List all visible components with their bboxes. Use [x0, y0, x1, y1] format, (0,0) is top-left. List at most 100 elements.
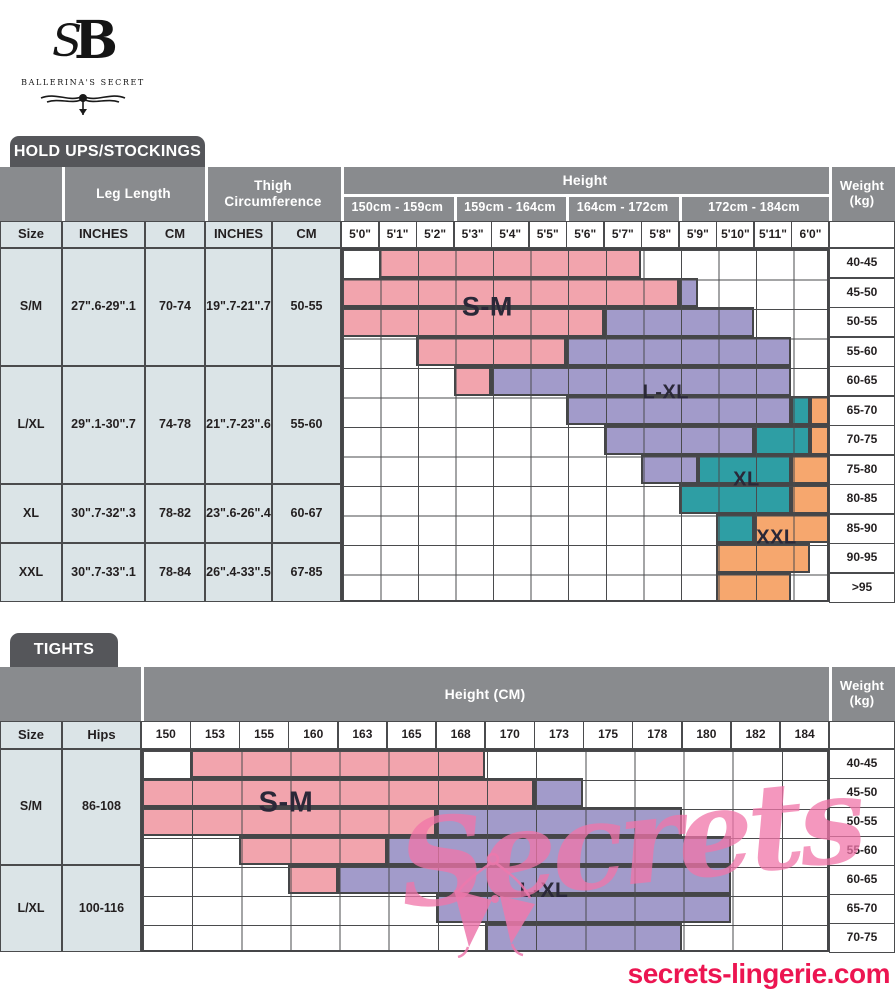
size-region-lxl	[678, 277, 698, 307]
header-divider	[678, 194, 682, 221]
column-header-cell: INCHES	[62, 221, 145, 248]
column-header-cell: CM	[272, 221, 341, 248]
size-row-cell: 29".1-30".7	[62, 366, 145, 484]
size-region-label: L-XL	[642, 381, 689, 404]
monogram-letter-b: B	[74, 10, 118, 71]
size-region-xxl	[810, 425, 829, 455]
size-region-sm	[378, 248, 642, 278]
size-region-label: XXL	[756, 526, 797, 549]
size-region-xxl	[791, 484, 829, 514]
size-row-cell: 26".4-33".5	[205, 543, 272, 602]
size-row-cell: 30".7-32".3	[62, 484, 145, 543]
size-row-cell: 27".6-29".1	[62, 248, 145, 366]
height-tick-cell: 6'0"	[791, 221, 830, 248]
size-region-lxl	[491, 366, 792, 396]
height-range-label: 150cm - 159cm	[351, 200, 444, 215]
size-row-cell: 30".7-33".1	[62, 543, 145, 602]
size-row-cell: 50-55	[272, 248, 341, 366]
weight-row-cell: 75-80	[829, 454, 895, 485]
height-tick-cell: 168	[435, 721, 486, 749]
height-tick-cell: 182	[730, 721, 781, 749]
header-divider	[453, 194, 457, 221]
size-region-xl	[791, 395, 811, 425]
column-header-cell: INCHES	[205, 221, 272, 248]
weight-header: Weight (kg)	[839, 178, 885, 208]
column-group-header: Leg Length	[96, 186, 171, 202]
weight-row-cell: 45-50	[829, 277, 895, 308]
height-tick-cell: 5'11"	[753, 221, 792, 248]
height-tick-cell: 5'7"	[603, 221, 642, 248]
size-region-label: L-XL	[519, 879, 569, 903]
size-row-cell: 55-60	[272, 366, 341, 484]
size-region-label: XL	[733, 468, 760, 491]
height-tick-cell: 155	[239, 721, 289, 749]
column-group-header: Thigh Circumference	[224, 178, 322, 209]
table-tab: HOLD UPS/STOCKINGS	[10, 136, 205, 167]
height-tick-cell: 153	[190, 721, 240, 749]
column-header-cell: Size	[0, 221, 62, 248]
size-region-sm	[288, 865, 338, 894]
weight-row-cell: 65-70	[829, 894, 895, 924]
size-region-sm	[416, 336, 567, 366]
height-tick-cell: 5'6"	[566, 221, 605, 248]
size-row-cell: 21".7-23".6	[205, 366, 272, 484]
size-region-xxl	[716, 572, 792, 602]
size-row-cell: 23".6-26".4	[205, 484, 272, 543]
weight-row-cell: 80-85	[829, 484, 895, 514]
weight-row-cell: 55-60	[829, 336, 895, 367]
weight-row-cell: >95	[829, 572, 895, 603]
height-tick-cell: 180	[681, 721, 732, 749]
header-divider	[141, 667, 144, 721]
height-tick-cell: 5'3"	[453, 221, 492, 248]
size-region-lxl	[603, 307, 754, 337]
height-tick-cell: 163	[337, 721, 388, 749]
weight-row-cell: 45-50	[829, 778, 895, 808]
size-region-lxl	[566, 336, 792, 366]
height-tick-cell: 5'1"	[378, 221, 417, 248]
size-region-lxl	[485, 923, 682, 952]
weight-row-cell: 50-55	[829, 807, 895, 837]
header-divider	[829, 167, 832, 221]
height-tick-cell: 5'5"	[528, 221, 567, 248]
height-tick-cell: 165	[386, 721, 437, 749]
size-row-cell: 74-78	[145, 366, 205, 484]
size-row-cell: 19".7-21".7	[205, 248, 272, 366]
header-divider	[205, 167, 208, 221]
weight-row-cell: 55-60	[829, 836, 895, 866]
height-range-label: 159cm - 164cm	[464, 200, 556, 215]
size-row-cell: 60-67	[272, 484, 341, 543]
weight-row-cell: 70-75	[829, 923, 895, 953]
weight-row-cell: 40-45	[829, 248, 895, 278]
site-url: secrets-lingerie.com	[627, 958, 891, 989]
weight-row-cell: 90-95	[829, 543, 895, 573]
weight-row-cell: 85-90	[829, 513, 895, 544]
brand-monogram-icon: S B	[18, 6, 148, 74]
flourish-icon	[40, 94, 126, 115]
height-range-label: 172cm - 184cm	[708, 200, 800, 215]
height-range-label: 164cm - 172cm	[576, 200, 669, 215]
size-row-cell: L/XL	[0, 865, 62, 952]
size-region-lxl	[435, 807, 682, 836]
size-row-cell: 78-82	[145, 484, 205, 543]
height-header: Height	[562, 172, 608, 189]
size-region-label: S-M	[258, 786, 314, 819]
weight-tick-spacer	[829, 721, 895, 749]
weight-row-cell: 40-45	[829, 749, 895, 779]
size-row-cell: XL	[0, 484, 62, 543]
weight-row-cell: 60-65	[829, 865, 895, 895]
height-tick-cell: 5'4"	[491, 221, 530, 248]
size-region-xxl	[791, 454, 829, 484]
size-region-lxl	[534, 778, 584, 807]
height-tick-cell: 150	[141, 721, 191, 749]
column-header-cell: Hips	[62, 721, 141, 749]
size-row-cell: S/M	[0, 749, 62, 865]
height-tick-cell: 5'2"	[416, 221, 455, 248]
height-tick-cell: 5'8"	[641, 221, 680, 248]
column-header-cell: CM	[145, 221, 205, 248]
height-tick-cell: 5'10"	[716, 221, 755, 248]
height-tick-cell: 178	[632, 721, 683, 749]
header-band	[0, 667, 895, 721]
height-tick-cell: 5'9"	[678, 221, 717, 248]
height-header: Height (CM)	[444, 685, 526, 702]
size-region-sm	[239, 836, 387, 865]
